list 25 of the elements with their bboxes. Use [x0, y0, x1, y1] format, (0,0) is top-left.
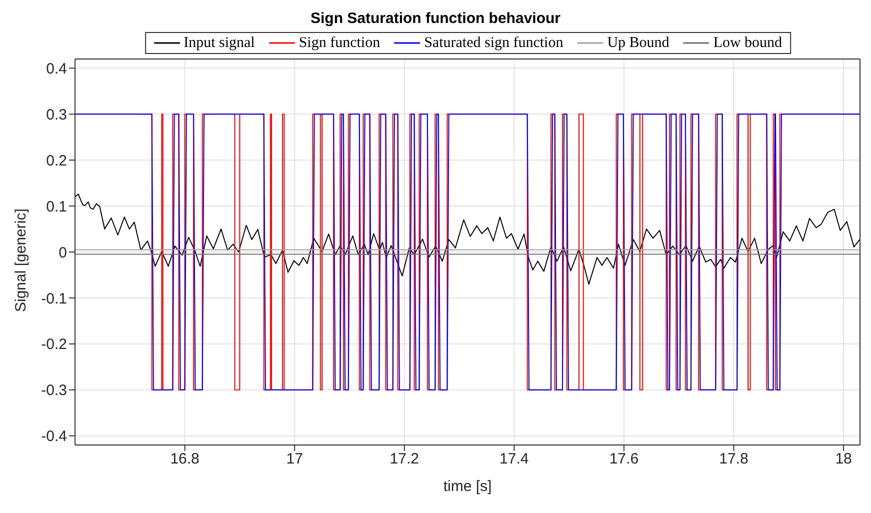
y-tick-label: -0.3 — [41, 382, 67, 400]
legend-label: Input signal — [184, 34, 255, 52]
y-axis-title: Signal [generic] — [12, 208, 30, 312]
y-tick-label: -0.4 — [41, 428, 67, 446]
y-tick-label: -0.2 — [41, 336, 67, 354]
x-tick-label: 17.2 — [390, 450, 419, 468]
x-tick-label: 18 — [835, 450, 852, 468]
x-axis-title: time [s] — [443, 478, 492, 495]
x-tick-label: 17.8 — [719, 450, 748, 468]
legend-label: Low bound — [713, 34, 782, 52]
x-tick-label: 17.4 — [500, 450, 529, 468]
y-tick-label: -0.1 — [41, 290, 67, 308]
y-tick-label: 0.1 — [46, 198, 67, 216]
x-tick-label: 17.6 — [609, 450, 639, 468]
x-tick-label: 16.8 — [170, 450, 200, 468]
y-tick-label: 0.4 — [46, 60, 67, 78]
line-series — [75, 194, 860, 285]
y-tick-label: 0 — [58, 244, 67, 262]
legend-label: Sign function — [298, 34, 380, 52]
legend-label: Saturated sign function — [424, 34, 564, 52]
y-tick-label: 0.3 — [46, 106, 67, 124]
chart-title: Sign Saturation function behaviour — [309, 10, 562, 27]
x-tick-label: 17 — [286, 450, 303, 468]
y-tick-label: 0.2 — [46, 152, 67, 170]
legend-label: Up Bound — [607, 34, 670, 52]
